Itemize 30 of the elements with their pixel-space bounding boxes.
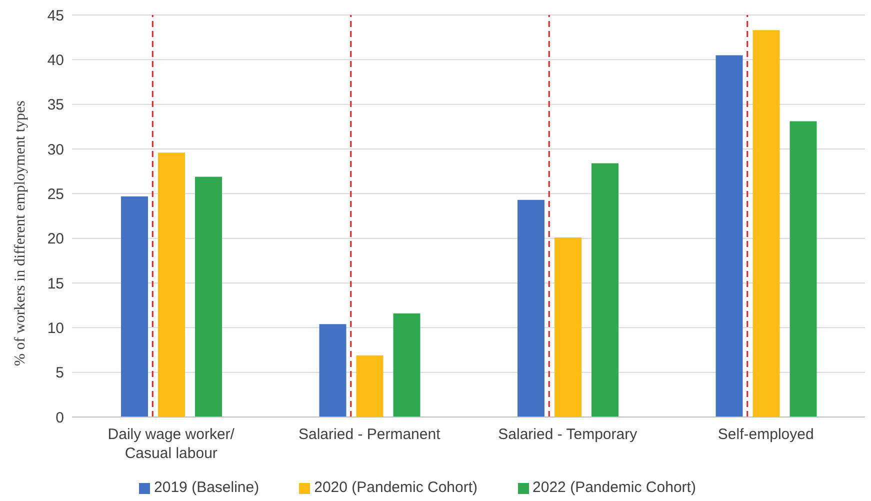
bar	[592, 163, 618, 417]
bar	[158, 152, 185, 417]
bar	[195, 176, 222, 417]
x-tick-label: Salaried - Temporary	[498, 426, 638, 443]
y-tick-label: 25	[47, 186, 64, 203]
y-tick-label: 35	[47, 96, 64, 114]
y-tick-label: 15	[47, 275, 64, 292]
bar	[319, 324, 346, 417]
x-tick-label: Daily wage worker/ Casual labour	[108, 426, 236, 462]
bar	[790, 121, 817, 417]
bar	[356, 355, 384, 417]
legend-label: 2019 (Baseline)	[154, 479, 260, 496]
x-tick-label: Salaried - Permanent	[298, 426, 442, 443]
legend-label: 2020 (Pandemic Cohort)	[314, 479, 478, 496]
y-tick-label: 45	[47, 7, 64, 24]
bar	[518, 200, 544, 417]
bar	[716, 55, 743, 417]
bar	[393, 313, 420, 417]
y-tick-label: 30	[47, 141, 64, 158]
y-tick-label: 40	[47, 52, 64, 69]
y-tick-label: 20	[47, 230, 64, 248]
y-tick-label: 0	[56, 409, 64, 426]
y-axis-title: % of workers in different employment types	[12, 100, 28, 366]
x-tick-label: Self-employed	[718, 426, 814, 443]
legend-label: 2022 (Pandemic Cohort)	[532, 479, 696, 496]
bar	[554, 237, 582, 417]
y-tick-label: 5	[56, 364, 64, 382]
bar	[752, 30, 780, 417]
bar	[121, 196, 148, 417]
y-tick-label: 10	[47, 320, 64, 337]
